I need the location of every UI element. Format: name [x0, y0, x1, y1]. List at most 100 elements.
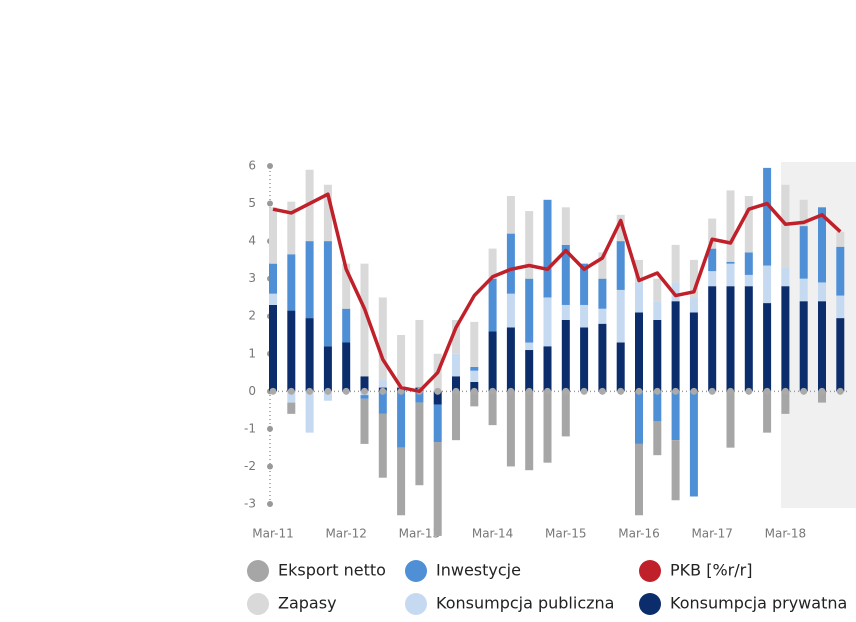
bar — [561, 304, 570, 320]
bar — [781, 286, 790, 392]
zero-dot — [690, 387, 698, 395]
bar — [671, 301, 680, 392]
zero-dot — [635, 387, 643, 395]
legend-label: Zapasy — [278, 594, 337, 613]
bar — [488, 248, 497, 279]
legend-swatch — [639, 593, 661, 615]
bar — [763, 265, 772, 304]
bar — [452, 319, 460, 354]
bar — [653, 421, 662, 456]
bar — [635, 282, 643, 313]
zero-dot — [434, 387, 442, 395]
bar — [360, 376, 369, 392]
bar — [525, 278, 534, 343]
y-tick — [267, 463, 273, 470]
bar — [525, 211, 534, 279]
bar — [708, 218, 717, 249]
bar — [543, 199, 552, 298]
bar — [433, 404, 442, 443]
zero-dot — [507, 387, 515, 395]
bar — [616, 289, 625, 343]
legend-swatch — [247, 560, 269, 582]
bar — [415, 319, 424, 388]
bar — [488, 331, 497, 392]
zero-dot — [306, 387, 314, 395]
bar — [305, 318, 314, 392]
legend-label: Inwestycje — [436, 561, 521, 580]
bar — [342, 263, 351, 309]
y-tick-label: -1 — [244, 421, 256, 435]
y-tick — [267, 163, 273, 169]
bar — [744, 196, 753, 253]
x-tick-label: Mar-12 — [325, 527, 366, 541]
zero-dot — [452, 387, 460, 395]
zero-dot — [269, 387, 277, 395]
y-tick-label: 6 — [248, 159, 256, 173]
bar — [799, 301, 808, 392]
zero-dot — [489, 387, 497, 395]
bar — [689, 312, 698, 392]
x-tick-label: Mar-14 — [472, 527, 513, 541]
bar — [616, 241, 625, 290]
bar — [506, 233, 515, 294]
bar — [653, 278, 662, 302]
bar — [452, 376, 460, 392]
bar — [287, 402, 296, 414]
bar — [836, 231, 845, 247]
zero-dot — [342, 387, 350, 395]
zero-dot — [818, 387, 826, 395]
bar — [781, 267, 790, 287]
bar — [616, 342, 625, 392]
zero-dot — [598, 387, 606, 395]
y-tick-label: 5 — [248, 196, 256, 210]
bar — [580, 263, 589, 305]
zero-dot — [745, 387, 753, 395]
bar — [635, 443, 643, 516]
bar — [397, 447, 406, 516]
bar — [781, 184, 790, 268]
bar — [635, 259, 643, 283]
legend-swatch — [639, 560, 661, 582]
bar — [470, 370, 479, 382]
bar — [269, 304, 277, 392]
bar — [616, 214, 625, 242]
bar — [397, 391, 406, 448]
bar — [543, 346, 552, 392]
bar — [543, 391, 552, 463]
bar — [744, 274, 753, 287]
zero-dot — [544, 387, 551, 395]
legend-label: PKB [%r/r] — [670, 561, 752, 580]
y-tick-label: -3 — [244, 497, 256, 511]
bar — [287, 391, 296, 403]
y-tick — [267, 425, 273, 432]
bar — [671, 440, 680, 501]
bar — [598, 308, 607, 324]
bar — [744, 252, 753, 275]
zero-dot — [562, 387, 570, 395]
x-tick-label: Mar-16 — [618, 527, 659, 541]
legend-swatch — [405, 593, 427, 615]
zero-dot — [361, 387, 368, 395]
bar — [799, 226, 808, 279]
legend-label: Konsumpcja prywatna — [670, 594, 847, 613]
y-tick — [267, 200, 273, 207]
zero-dot — [672, 387, 680, 395]
bar — [818, 391, 826, 403]
bar — [470, 366, 479, 371]
bar — [378, 391, 387, 414]
y-tick-label: -2 — [244, 459, 256, 473]
bar — [671, 391, 680, 441]
bar — [635, 391, 643, 444]
zero-dot — [781, 387, 789, 395]
bar — [561, 207, 570, 245]
bar — [799, 278, 808, 302]
bar — [689, 391, 698, 497]
bar — [506, 293, 515, 328]
zero-dot — [763, 387, 771, 395]
bar — [653, 319, 662, 392]
bar — [470, 391, 479, 407]
bar — [525, 391, 534, 471]
bar — [653, 391, 662, 422]
bar — [525, 350, 534, 392]
bar — [323, 346, 332, 392]
